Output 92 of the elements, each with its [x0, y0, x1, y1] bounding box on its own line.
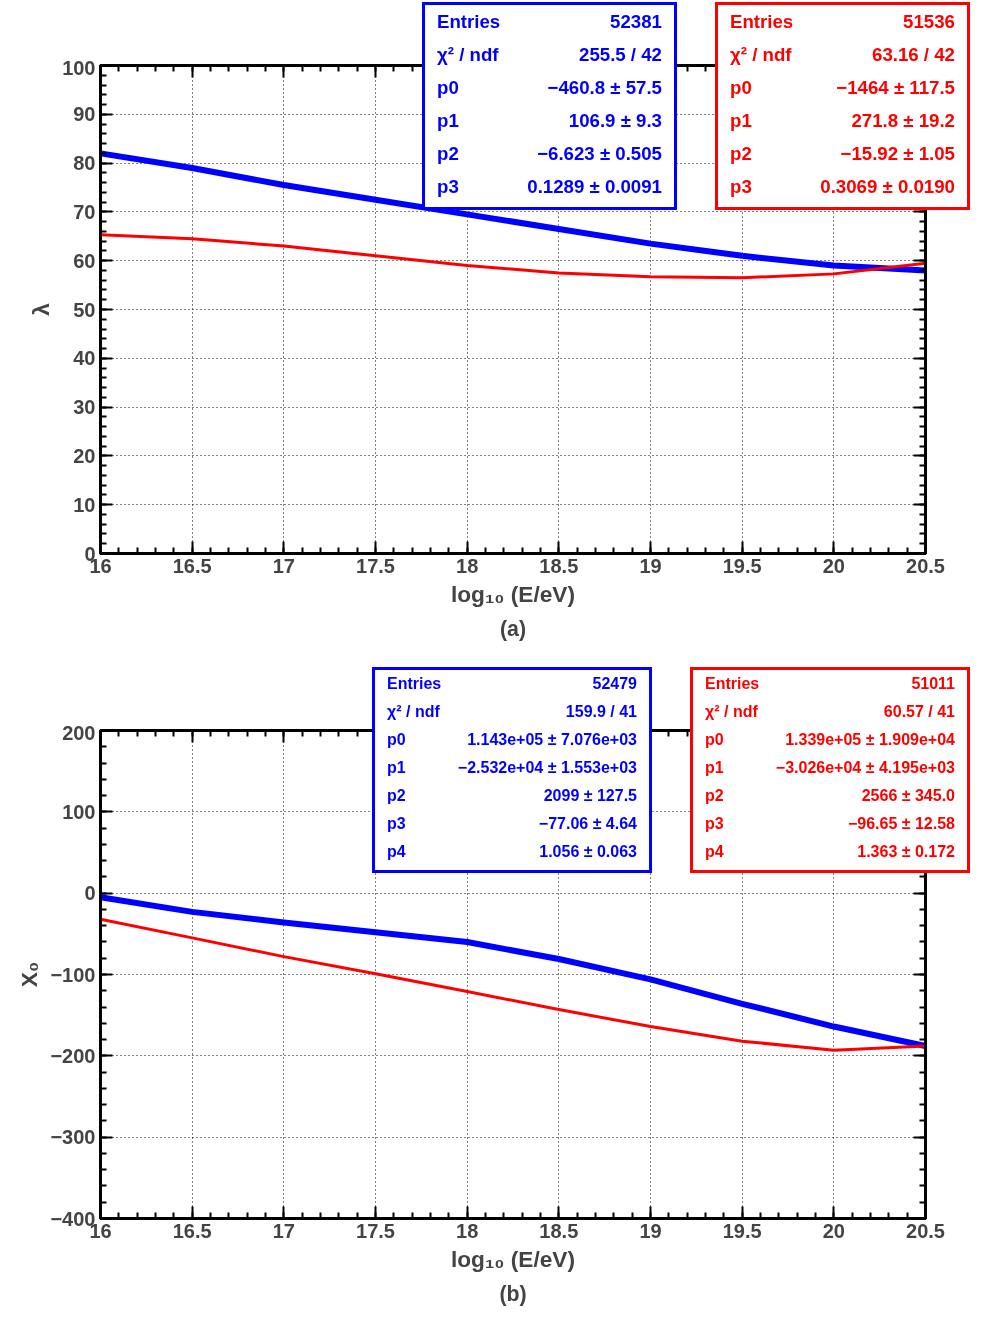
y-tick-label: 10	[73, 493, 96, 516]
annotation: p2	[387, 786, 406, 806]
x-tick-label: 20.5	[906, 1219, 945, 1242]
x-tick-label: 19	[639, 554, 662, 577]
text: χ² / ndf	[387, 702, 440, 722]
annotation: p1	[437, 109, 459, 133]
y-tick-label: −300	[50, 1126, 96, 1149]
y-tick-label: 80	[73, 152, 96, 175]
x-tick-label: 18	[456, 554, 479, 577]
annotation: −460.8 ± 57.5	[547, 76, 662, 100]
y-tick-label: 0	[84, 882, 96, 905]
annotation: p0	[387, 730, 406, 750]
y-tick-label: 100	[62, 800, 96, 823]
x-tick-label: 18	[456, 1219, 479, 1242]
x-tick-label: 17	[272, 554, 295, 577]
y-tick-label: −100	[50, 963, 96, 986]
annotation: 271.8 ± 19.2	[851, 109, 955, 133]
y-tick-label: −200	[50, 1044, 96, 1067]
annotation: p2	[437, 142, 459, 166]
annotation: p0	[705, 730, 724, 750]
text: Entries	[437, 10, 501, 34]
text: 255.5 / 42	[579, 43, 662, 67]
text: χ² / ndf	[705, 702, 758, 722]
text: χ² / ndf	[437, 43, 499, 67]
text: 51011	[911, 674, 955, 694]
annotation: p0	[437, 76, 459, 100]
annotation: p2	[730, 142, 752, 166]
text: 159.9 / 41	[565, 702, 637, 722]
annotation: −1464 ± 117.5	[836, 76, 955, 100]
text: χ² / ndf	[730, 43, 792, 67]
y-tick-label: 60	[73, 249, 96, 272]
annotation: 1.339e+05 ± 1.909e+04	[785, 730, 955, 750]
annotation: 1.363 ± 0.172	[857, 842, 955, 862]
annotation: −77.06 ± 4.64	[538, 814, 637, 834]
annotation: 0.3069 ± 0.0190	[820, 175, 955, 199]
x-tick-label: 16.5	[172, 1219, 212, 1242]
annotation: 2566 ± 345.0	[861, 786, 955, 806]
x-tick-label: 20	[822, 1219, 845, 1242]
text: (a)	[499, 616, 527, 641]
annotation: 1.056 ± 0.063	[539, 842, 637, 862]
y-axis-title: X₀	[16, 961, 43, 988]
x-tick-label: 19.5	[722, 1219, 762, 1242]
text: Entries	[730, 10, 794, 34]
y-tick-label: 20	[73, 444, 96, 467]
x-tick-label: 17.5	[356, 1219, 395, 1242]
y-tick-label: 100	[62, 56, 96, 79]
text: 52381	[610, 10, 662, 34]
x-tick-label: 18.5	[539, 1219, 579, 1242]
annotation: −15.92 ± 1.05	[840, 142, 955, 166]
annotation: p3	[437, 175, 459, 199]
annotation: −3.026e+04 ± 4.195e+03	[775, 758, 955, 778]
y-tick-label: 70	[73, 200, 96, 223]
x-tick-label: 17	[272, 1219, 295, 1242]
x-axis-title: log₁₀ (E/eV)	[450, 1245, 576, 1272]
text: 51536	[903, 10, 955, 34]
text: 63.16 / 42	[872, 43, 955, 67]
x-axis-title: log₁₀ (E/eV)	[450, 580, 576, 607]
text: 60.57 / 41	[883, 702, 955, 722]
annotation: 1.143e+05 ± 7.076e+03	[467, 730, 637, 750]
annotation: −6.623 ± 0.505	[537, 142, 662, 166]
text: Entries	[705, 674, 760, 694]
annotation: p4	[705, 842, 724, 862]
text: Entries	[387, 674, 442, 694]
x-tick-label: 19.5	[722, 554, 762, 577]
y-tick-label: 30	[73, 396, 96, 419]
annotation: p3	[730, 175, 752, 199]
annotation: p1	[387, 758, 406, 778]
y-axis-title: λ	[28, 302, 55, 316]
x-tick-label: 19	[639, 1219, 662, 1242]
y-tick-label: 90	[73, 103, 96, 126]
x-tick-label: 16.5	[172, 554, 212, 577]
annotation: 106.9 ± 9.3	[568, 109, 662, 133]
y-tick-label: 40	[73, 347, 96, 370]
annotation: p2	[705, 786, 724, 806]
annotation: −96.65 ± 12.58	[847, 814, 955, 834]
annotation: p1	[730, 109, 752, 133]
x-tick-label: 18.5	[539, 554, 579, 577]
annotation: p3	[705, 814, 724, 834]
y-tick-label: 50	[73, 298, 96, 321]
annotation: p0	[730, 76, 752, 100]
x-tick-label: 17.5	[356, 554, 395, 577]
text: 52479	[592, 674, 637, 694]
text: (b)	[499, 1281, 527, 1306]
annotation: p3	[387, 814, 406, 834]
annotation: 2099 ± 127.5	[543, 786, 637, 806]
x-tick-label: 20	[822, 554, 845, 577]
annotation: p1	[705, 758, 724, 778]
annotation: 0.1289 ± 0.0091	[527, 175, 662, 199]
annotation: −2.532e+04 ± 1.553e+03	[457, 758, 637, 778]
y-tick-label: 200	[62, 721, 96, 744]
x-tick-label: 20.5	[906, 554, 945, 577]
annotation: p4	[387, 842, 406, 862]
